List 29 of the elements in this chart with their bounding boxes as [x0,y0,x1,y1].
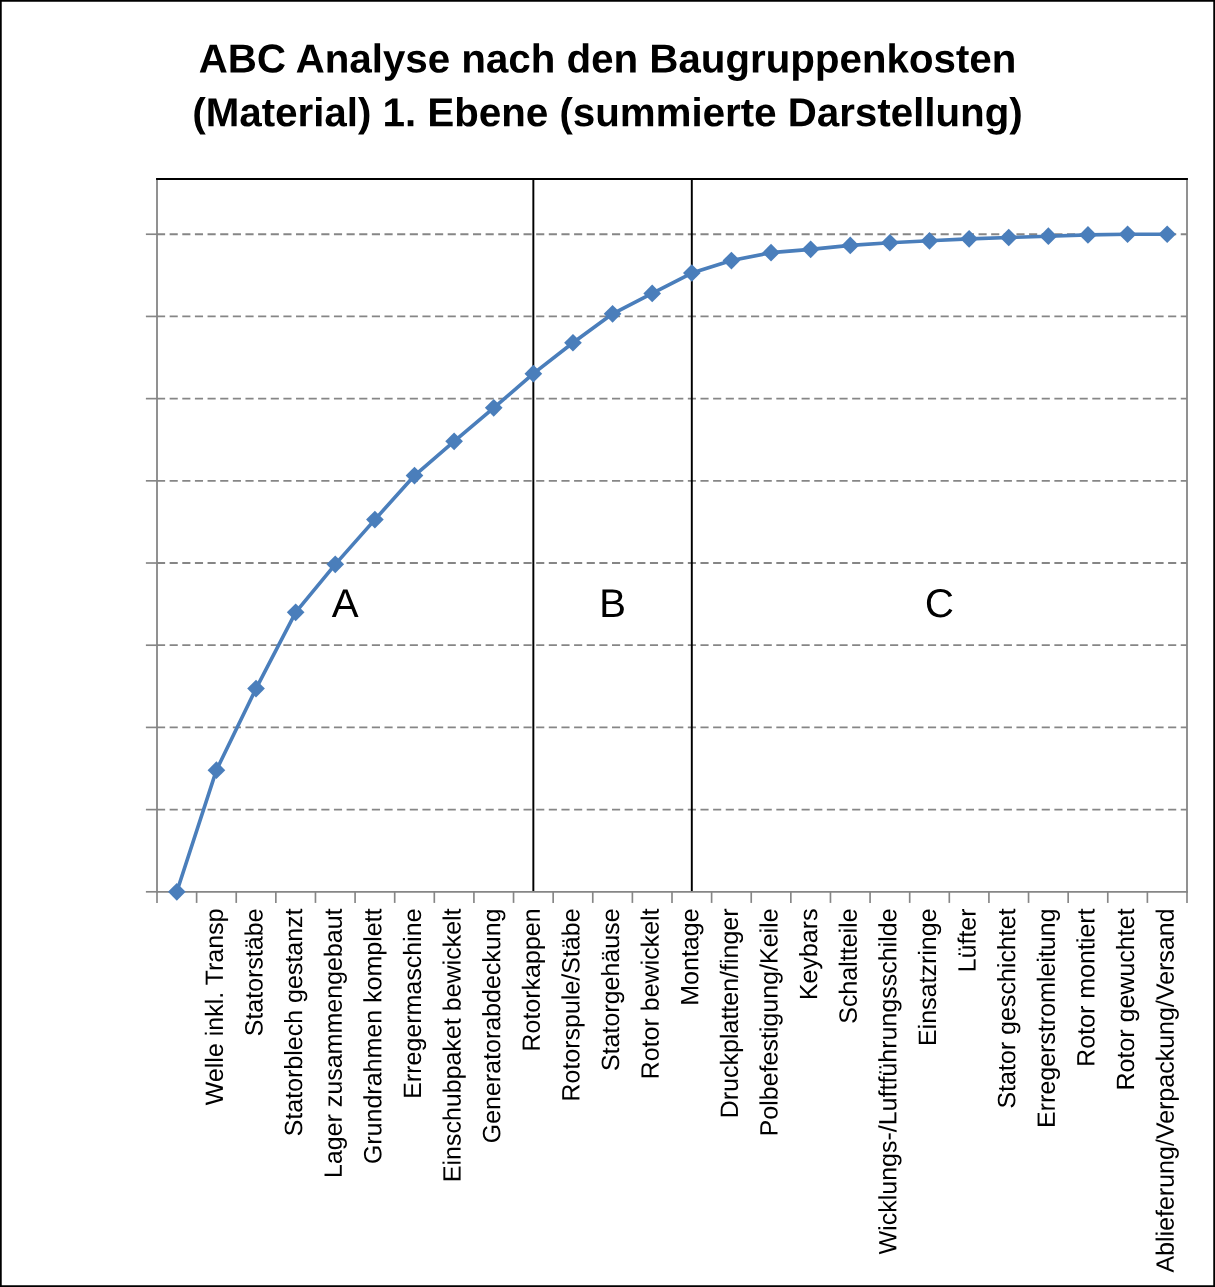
x-tick-label: Statorgehäuse [600,909,625,1070]
x-tick-label: Erregermaschine [402,909,427,1097]
x-tick-label: Druckplatten/finger [719,908,744,1117]
x-tick-label: Lager zusammengebaut [323,908,347,1177]
x-tick-label: Grundrahmen komplett [363,908,387,1163]
x-tick-label: Rotor bewickelt [640,908,659,1078]
annotation: A [331,589,359,618]
x-tick-label: Rotor gewuchtet [1115,908,1140,1089]
x-tick-label: Rotor montiert [1076,908,1095,1065]
x-tick-label: Erregerstromleitung [1036,910,1060,1126]
x-tick-label: Schaltteile [838,909,857,1023]
x-tick-label: Rotorspule/Stäbe [561,909,585,1100]
x-tick-label: Lüfter [957,908,976,971]
x-tick-label: Generatorabdeckung [482,910,506,1143]
x-tick-label: Stator geschichtet [997,908,1021,1108]
x-tick-label: Rotorkappen [521,910,545,1050]
x-tick-label: Statorstäbe [244,909,263,1036]
annotation: B [602,589,624,618]
x-tick-label: Einsatzringe [917,909,942,1044]
x-tick-label: Einschubpaket bewickelt [442,908,466,1181]
x-tick-label: Keybars [799,909,823,999]
x-tick-label: Welle inkl. Transp [204,909,229,1106]
x-tick-label: Ablieferung/Verpackung/Versand [1155,910,1179,1273]
annotation: C [926,588,953,618]
x-tick-label: Wicklungs-/Luftführungsschilde [878,909,902,1255]
x-tick-label: Montage [681,909,704,1004]
chart-title: ABC Analyse nach den Baugruppenkosten (Material) 1. Ebene (summierte Darstellung) [194,43,1021,135]
x-tick-label: Statorblech gestanzt [284,908,308,1136]
x-tick-label: Polbefestigung/Keile [759,909,783,1135]
